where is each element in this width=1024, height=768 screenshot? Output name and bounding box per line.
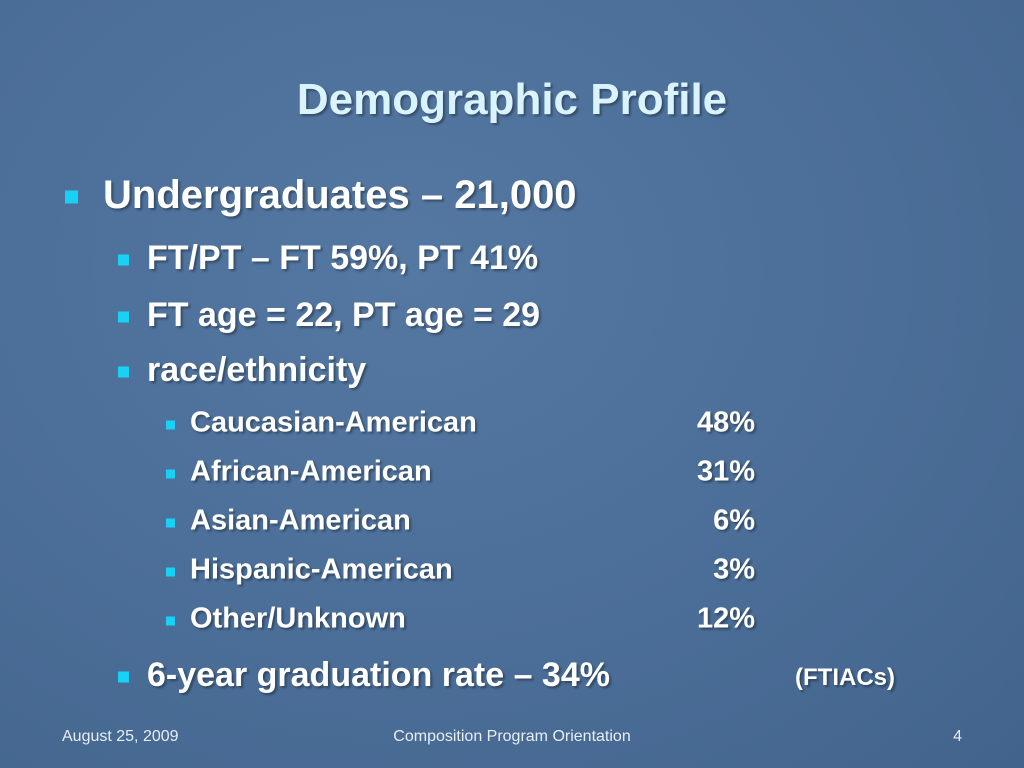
- footer-date: August 25, 2009: [62, 728, 179, 745]
- bullet: [166, 567, 175, 577]
- item-label: Caucasian-American: [190, 406, 477, 439]
- item-value: 3%: [713, 553, 755, 586]
- item-label: African-American: [190, 455, 432, 488]
- footer-title: Composition Program Orientation: [393, 728, 631, 745]
- item-value: 31%: [696, 455, 755, 488]
- bullet: [166, 420, 175, 430]
- bullet: [118, 254, 129, 266]
- bullet-text: FT age = 22, PT age = 29: [147, 296, 541, 334]
- item-label: Other/Unknown: [190, 602, 406, 635]
- page-number: 4: [953, 728, 962, 745]
- bullet: [118, 671, 129, 683]
- bullet-note: (FTIACs): [795, 664, 895, 691]
- item-value: 48%: [696, 406, 755, 439]
- bullet: [118, 311, 129, 323]
- bullet-text: FT/PT – FT 59%, PT 41%: [147, 239, 539, 277]
- bullet-text: race/ethnicity: [147, 351, 367, 389]
- item-label: Hispanic-American: [190, 553, 453, 586]
- bullet: [166, 518, 175, 528]
- bullet-text: 6-year graduation rate – 34%: [147, 656, 610, 694]
- item-label: Asian-American: [190, 504, 411, 537]
- item-value: 12%: [696, 602, 755, 635]
- bullet: [166, 616, 175, 626]
- bullet: [166, 469, 175, 479]
- bullet-text: Undergraduates – 21,000: [103, 173, 577, 217]
- slide-title: Demographic Profile: [296, 75, 728, 124]
- bullet: [118, 366, 129, 378]
- bullet: [65, 190, 78, 204]
- item-value: 6%: [713, 504, 755, 537]
